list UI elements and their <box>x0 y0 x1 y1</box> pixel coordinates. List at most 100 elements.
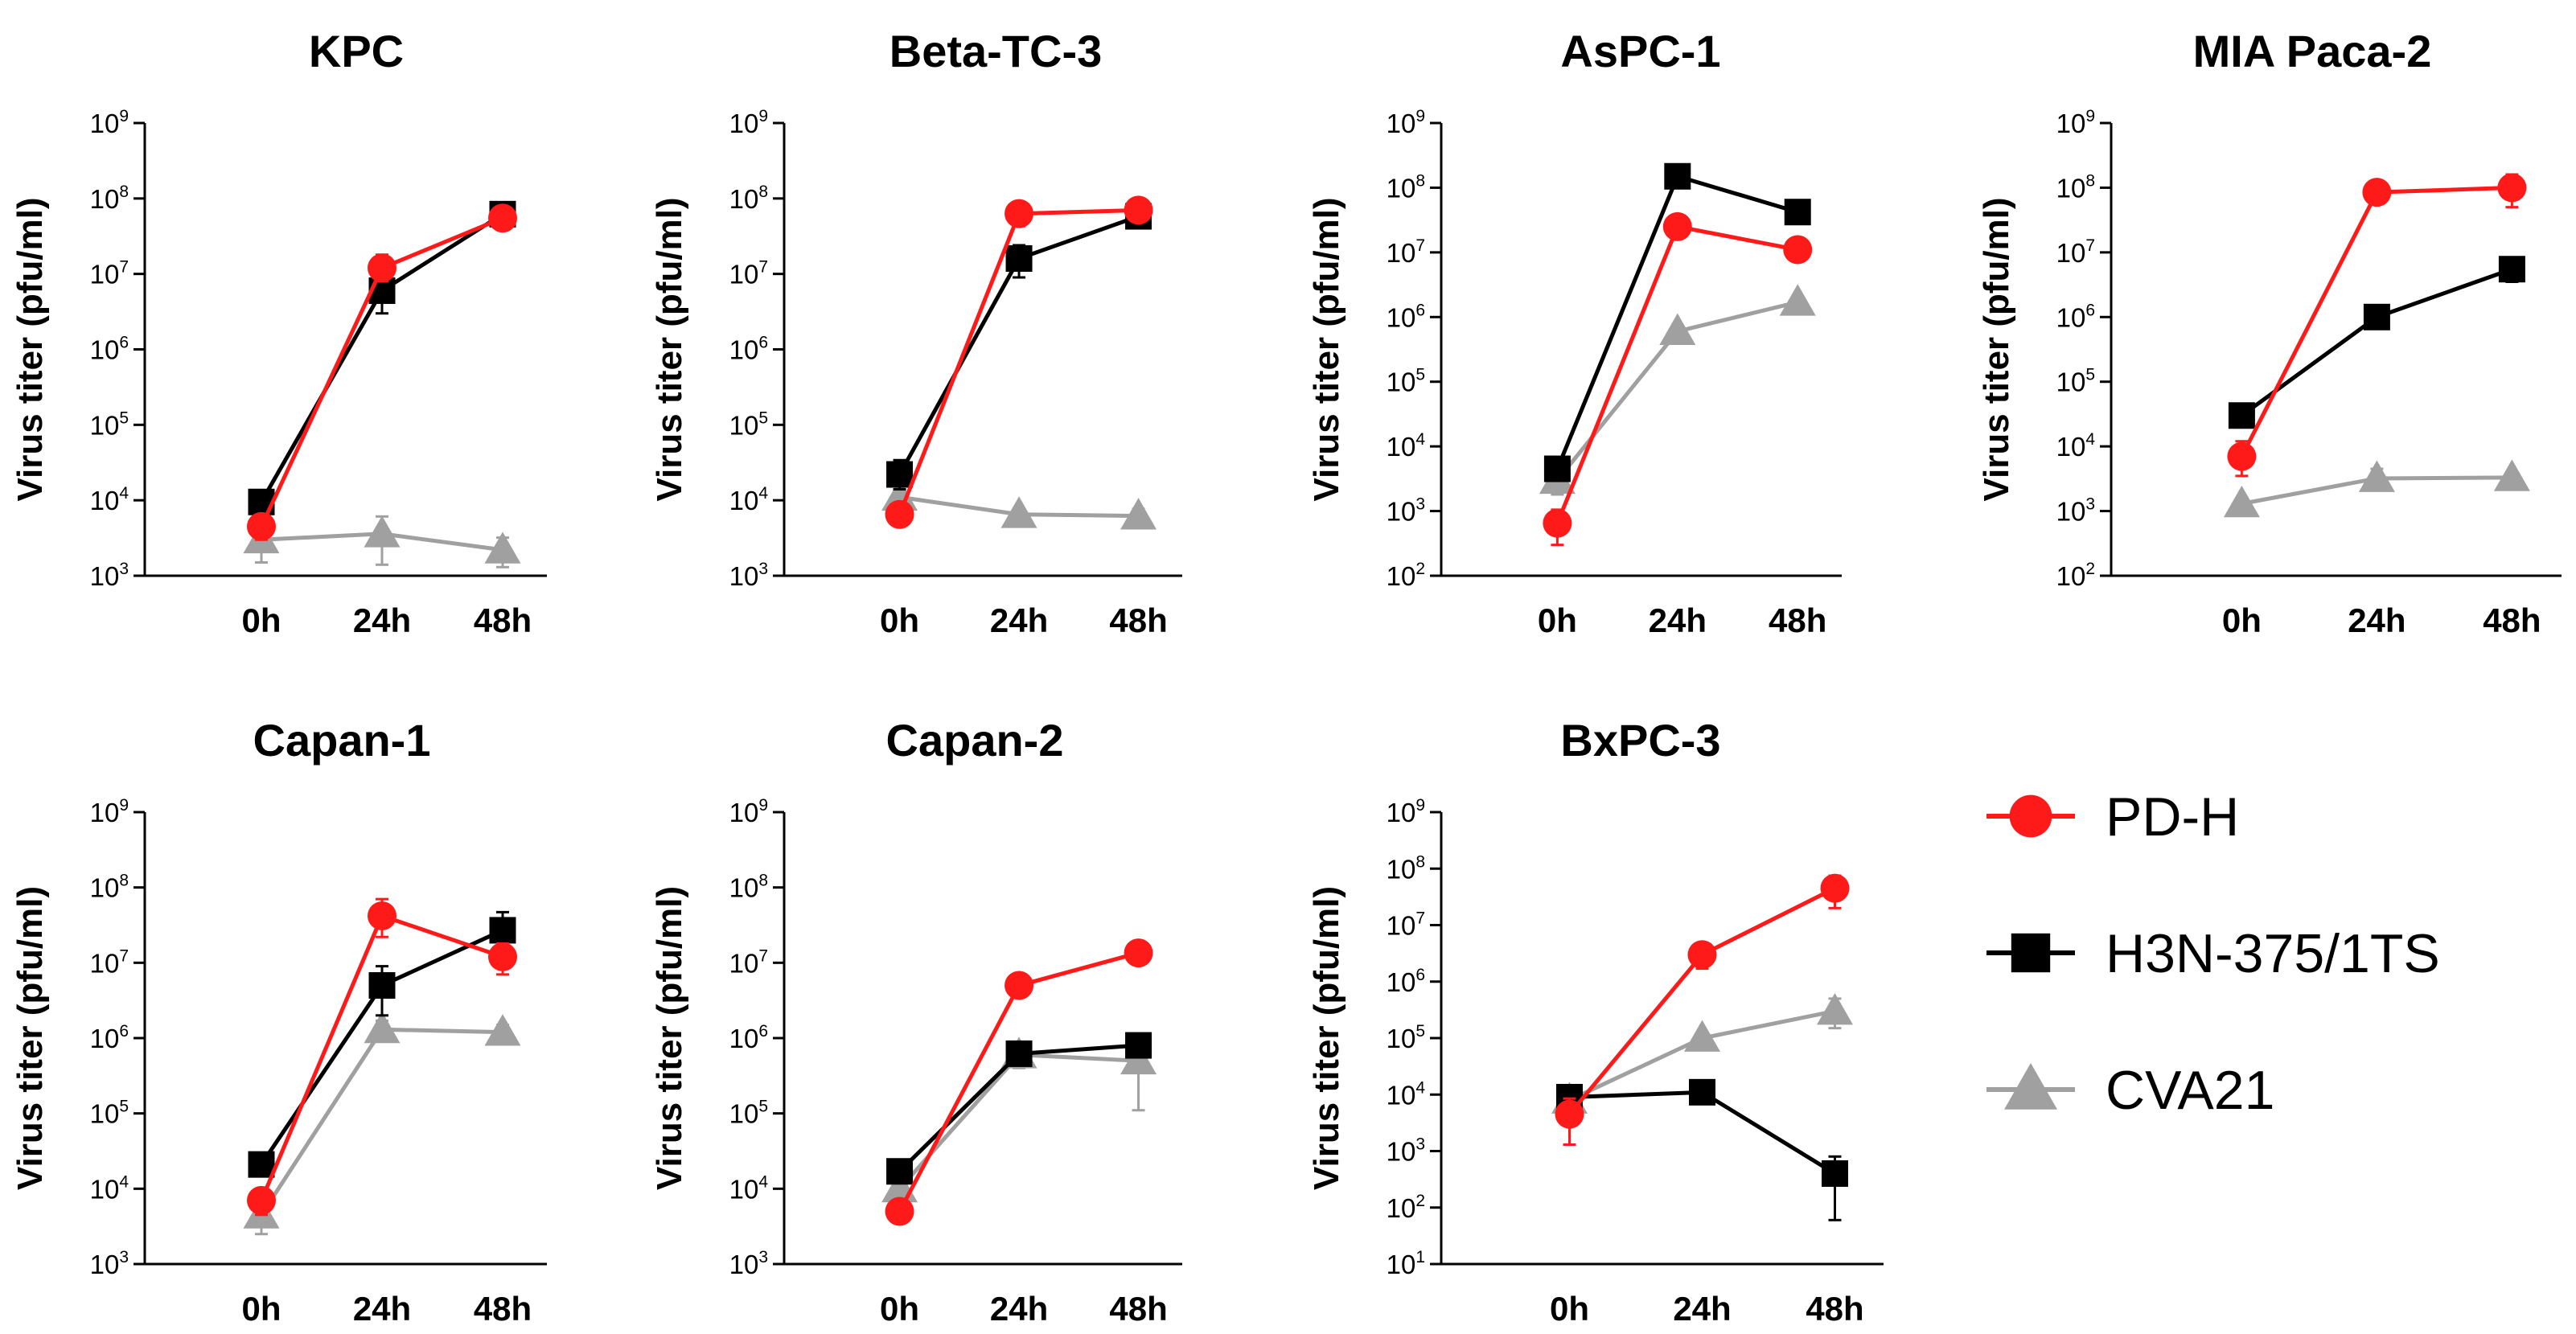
y-tick-label: 101 <box>1387 1248 1425 1279</box>
data-point <box>2358 460 2395 492</box>
y-tick-label: 102 <box>2056 560 2095 591</box>
x-tick-label: 24h <box>2348 601 2405 639</box>
y-tick-label: 103 <box>90 1248 129 1279</box>
series-PD-H <box>2227 173 2527 478</box>
y-tick-label: 108 <box>1387 171 1425 203</box>
data-point <box>1664 162 1691 190</box>
x-tick-label: 0h <box>880 601 919 639</box>
series-PD-H <box>885 938 1153 1226</box>
y-tick-label: 108 <box>90 872 129 903</box>
y-tick-label: 106 <box>90 334 129 365</box>
chart-panel: Capan-2 Virus titer (pfu/ml) 103 104 105 106 1… <box>650 715 1182 1328</box>
series-line <box>898 1053 1139 1190</box>
data-point <box>2497 173 2527 203</box>
x-tick-label: 0h <box>241 601 281 639</box>
x-tick-label: 24h <box>1649 601 1707 639</box>
data-point <box>1659 313 1696 346</box>
y-tick-label: 109 <box>90 107 129 138</box>
data-point <box>1120 498 1157 530</box>
legend-item: H3N-375/1TS <box>1986 923 2440 984</box>
y-tick-label: 109 <box>1387 796 1425 827</box>
legend-item: CVA21 <box>1986 1060 2274 1121</box>
data-point <box>1684 1020 1720 1052</box>
data-point <box>248 1151 275 1178</box>
data-point <box>1689 1078 1715 1106</box>
x-tick-label: 0h <box>241 1290 281 1328</box>
data-point <box>368 972 396 999</box>
y-axis-label: Virus titer (pfu/ml) <box>10 197 50 501</box>
data-point <box>1820 873 1850 903</box>
data-point <box>886 1158 914 1185</box>
data-point <box>1005 245 1033 273</box>
series-CVA21 <box>2223 459 2530 518</box>
data-point <box>489 917 516 944</box>
y-tick-label: 104 <box>2056 430 2096 462</box>
series-CVA21 <box>243 1011 521 1236</box>
y-tick-label: 105 <box>1387 1022 1425 1053</box>
data-point <box>1784 199 1811 226</box>
y-tick-label: 107 <box>729 946 768 978</box>
y-tick-label: 106 <box>729 334 768 365</box>
series-PD-H <box>885 195 1153 529</box>
y-tick-label: 109 <box>729 107 768 138</box>
y-axis-label: Virus titer (pfu/ml) <box>1977 197 2016 501</box>
data-point <box>364 1011 401 1044</box>
y-tick-label: 105 <box>2056 366 2095 397</box>
x-tick-label: 24h <box>990 601 1048 639</box>
data-point <box>484 1014 521 1046</box>
series-PD-H <box>247 203 517 541</box>
data-point <box>1662 211 1692 241</box>
x-tick-label: 48h <box>1109 1290 1167 1328</box>
chart-title: MIA Paca-2 <box>2193 26 2432 76</box>
data-point <box>1005 971 1034 1000</box>
chart-title: AsPC-1 <box>1560 26 1720 76</box>
series-CVA21 <box>1539 284 1816 496</box>
y-tick-label: 109 <box>1387 107 1425 138</box>
data-point <box>1555 1099 1584 1129</box>
series-H3N-375/1TS <box>1556 1078 1848 1221</box>
x-tick-label: 0h <box>1538 601 1577 639</box>
y-tick-label: 106 <box>2056 301 2095 332</box>
y-tick-label: 109 <box>2056 107 2095 138</box>
data-point <box>1783 235 1813 265</box>
x-tick-label: 48h <box>1109 601 1167 639</box>
y-tick-label: 107 <box>729 258 768 289</box>
chart-panel: KPC Virus titer (pfu/ml) 103 104 105 106 107 10… <box>10 26 547 639</box>
y-tick-label: 104 <box>90 484 129 515</box>
legend-marker <box>2004 1063 2057 1110</box>
data-point <box>2498 256 2525 283</box>
series-PD-H <box>1543 211 1813 547</box>
chart-panel: MIA Paca-2 Virus titer (pfu/ml) 102 103 104 1… <box>1977 26 2562 639</box>
y-tick-label: 108 <box>90 183 129 214</box>
y-tick-label: 107 <box>1387 909 1425 941</box>
data-point <box>488 203 517 233</box>
data-point <box>1822 1160 1848 1187</box>
y-tick-label: 104 <box>1387 430 1426 462</box>
y-tick-label: 104 <box>90 1172 129 1204</box>
y-tick-label: 108 <box>1387 852 1425 884</box>
data-point <box>368 901 396 930</box>
y-tick-label: 105 <box>90 1098 129 1129</box>
data-point <box>2223 485 2260 518</box>
x-tick-label: 48h <box>474 601 532 639</box>
series-CVA21 <box>243 515 521 568</box>
data-point <box>2493 459 2530 491</box>
x-tick-label: 48h <box>1806 1290 1863 1328</box>
chart-title: KPC <box>309 26 404 76</box>
y-tick-label: 106 <box>729 1022 768 1053</box>
data-point <box>247 1185 276 1215</box>
y-tick-label: 107 <box>90 258 129 289</box>
data-point <box>885 499 914 529</box>
data-point <box>2363 303 2390 330</box>
y-tick-label: 103 <box>2056 495 2095 527</box>
series-PD-H <box>247 897 517 1217</box>
y-tick-label: 107 <box>90 946 129 978</box>
legend-marker <box>2011 933 2051 973</box>
y-tick-label: 103 <box>729 560 768 591</box>
x-tick-label: 48h <box>2483 601 2541 639</box>
series-CVA21 <box>881 478 1157 530</box>
data-point <box>1005 199 1034 228</box>
y-tick-label: 102 <box>1387 560 1425 591</box>
x-tick-label: 48h <box>474 1290 532 1328</box>
y-tick-label: 103 <box>1387 1135 1425 1167</box>
